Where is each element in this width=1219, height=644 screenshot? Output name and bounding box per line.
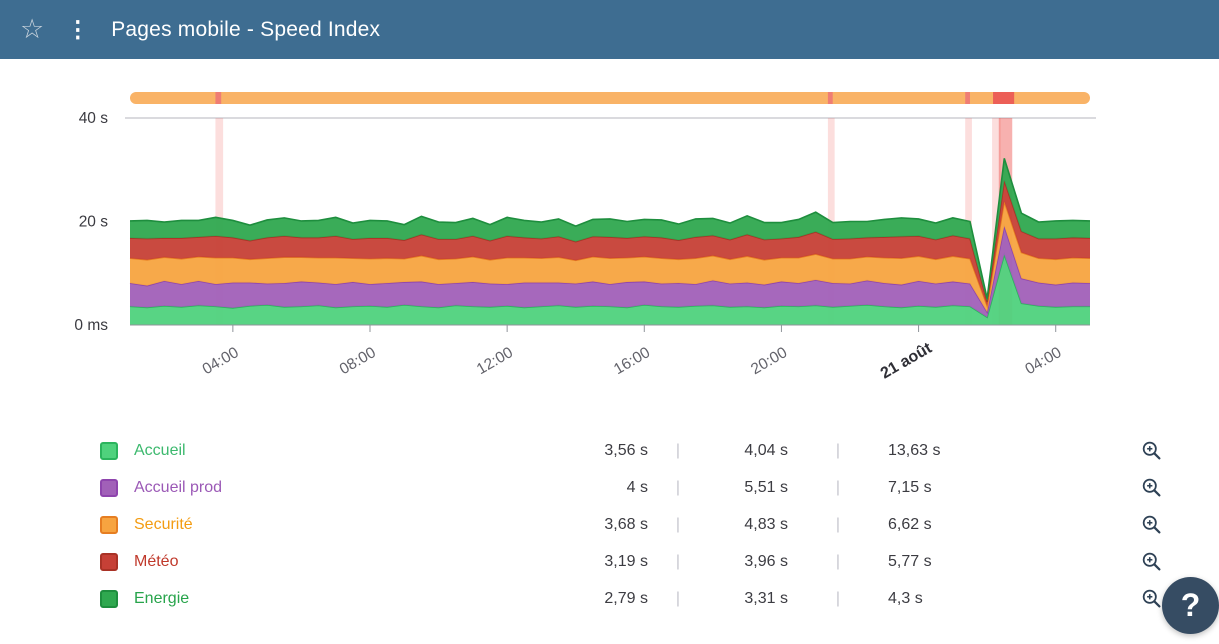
- stat-median: 4 s: [626, 478, 648, 496]
- series-label[interactable]: Météo: [134, 552, 179, 570]
- area-series[interactable]: [130, 226, 1090, 318]
- availability-error-segment[interactable]: [965, 92, 970, 104]
- series-swatch[interactable]: [100, 552, 118, 571]
- y-axis-label: 40 s: [79, 110, 109, 127]
- legend-row: Accueil prod 4 s | 5,51 s | 7,15 s: [100, 469, 1163, 506]
- stat-average: 4,83 s: [744, 515, 788, 533]
- stat-separator: |: [675, 515, 681, 533]
- stat-average: 3,96 s: [744, 552, 788, 570]
- series-swatch[interactable]: [100, 589, 118, 608]
- x-tick-label: 04:00: [1022, 344, 1064, 378]
- series-swatch[interactable]: [100, 441, 118, 460]
- availability-error-segment[interactable]: [827, 92, 833, 104]
- x-tick-label: 04:00: [200, 344, 242, 378]
- stat-median: 3,19 s: [604, 552, 648, 570]
- zoom-in-icon[interactable]: [1139, 550, 1163, 574]
- zoom-in-icon[interactable]: [1139, 513, 1163, 537]
- x-tick-label: 16:00: [611, 344, 653, 378]
- stat-average: 3,31 s: [744, 589, 788, 607]
- zoom-in-icon[interactable]: [1139, 476, 1163, 500]
- stat-separator: |: [835, 441, 841, 459]
- stat-max: 6,62 s: [888, 515, 932, 533]
- kebab-menu-icon[interactable]: ⋮: [66, 16, 90, 42]
- page-title: Pages mobile - Speed Index: [111, 17, 381, 41]
- y-axis-label: 0 ms: [74, 317, 108, 334]
- legend-row: Energie 2,79 s | 3,31 s | 4,3 s: [100, 580, 1163, 617]
- stat-median: 3,56 s: [604, 441, 648, 459]
- stat-median: 2,79 s: [604, 589, 648, 607]
- stat-separator: |: [835, 552, 841, 570]
- stat-separator: |: [835, 589, 841, 607]
- stat-separator: |: [675, 478, 681, 496]
- legend-row: Securité 3,68 s | 4,83 s | 6,62 s: [100, 506, 1163, 543]
- x-tick-label: 21 août: [878, 339, 936, 382]
- series-label[interactable]: Accueil: [134, 441, 186, 459]
- y-axis-label: 20 s: [79, 214, 109, 231]
- stat-separator: |: [675, 552, 681, 570]
- area-series[interactable]: [130, 158, 1090, 302]
- stat-average: 5,51 s: [744, 478, 788, 496]
- widget-header: ☆ ⋮ Pages mobile - Speed Index: [0, 0, 1219, 59]
- x-tick-label: 20:00: [748, 344, 790, 378]
- stat-separator: |: [675, 441, 681, 459]
- speed-index-chart[interactable]: 04:00 08:00 12:00 16:00 20:00 21 août 04:00 0 m…: [0, 60, 1219, 412]
- stat-max: 5,77 s: [888, 552, 932, 570]
- series-swatch[interactable]: [100, 478, 118, 497]
- help-button[interactable]: ?: [1162, 577, 1219, 634]
- availability-error-segment[interactable]: [993, 92, 1015, 104]
- x-tick-label: 12:00: [474, 344, 516, 378]
- stat-max: 7,15 s: [888, 478, 932, 496]
- legend-row: Accueil 3,56 s | 4,04 s | 13,63 s: [100, 432, 1163, 469]
- stat-separator: |: [835, 478, 841, 496]
- favorite-star-icon[interactable]: ☆: [20, 14, 45, 44]
- series-label[interactable]: Accueil prod: [134, 478, 223, 496]
- availability-error-segment[interactable]: [215, 92, 222, 104]
- availability-bar[interactable]: [130, 92, 1090, 104]
- stat-average: 4,04 s: [744, 441, 788, 459]
- stat-separator: |: [835, 515, 841, 533]
- area-series[interactable]: [130, 254, 1090, 325]
- zoom-in-icon[interactable]: [1139, 439, 1163, 463]
- area-series[interactable]: [130, 180, 1090, 306]
- stat-median: 3,68 s: [604, 515, 648, 533]
- legend: Accueil 3,56 s | 4,04 s | 13,63 s Accuei…: [100, 432, 1163, 617]
- legend-row: Météo 3,19 s | 3,96 s | 5,77 s: [100, 543, 1163, 580]
- stat-max: 13,63 s: [888, 441, 941, 459]
- series-label[interactable]: Energie: [134, 589, 190, 607]
- series-label[interactable]: Securité: [134, 515, 193, 533]
- area-series-edge: [129, 158, 1091, 299]
- stat-max: 4,3 s: [888, 589, 923, 607]
- stat-separator: |: [675, 589, 681, 607]
- x-tick-label: 08:00: [337, 344, 379, 378]
- series-swatch[interactable]: [100, 515, 118, 534]
- zoom-in-icon[interactable]: [1139, 587, 1163, 611]
